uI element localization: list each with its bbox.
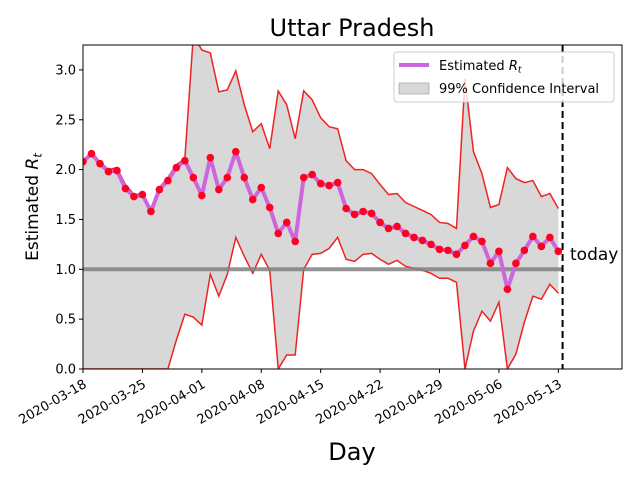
legend: Estimated Rt 99% Confidence Interval <box>393 51 615 103</box>
estimate-point <box>282 218 291 227</box>
legend-ci-swatch <box>398 82 430 95</box>
estimate-point <box>223 173 232 182</box>
y-tick-label: 1.0 <box>55 263 76 278</box>
y-tick-label: 1.5 <box>55 213 76 228</box>
estimate-point <box>291 237 300 246</box>
estimate-point <box>113 166 121 175</box>
estimate-point <box>316 179 325 188</box>
confidence-band <box>83 45 559 369</box>
today-label: today <box>570 245 618 265</box>
estimate-point <box>121 184 130 193</box>
estimate-point <box>333 178 342 187</box>
estimate-point <box>172 163 181 172</box>
estimate-point <box>537 242 546 251</box>
estimate-point <box>265 203 274 212</box>
estimate-point <box>401 229 410 238</box>
estimate-point <box>495 247 503 256</box>
estimate-point <box>427 240 435 249</box>
estimate-point <box>274 229 283 238</box>
estimate-point <box>206 153 215 162</box>
estimate-point <box>83 157 87 166</box>
estimate-point <box>461 241 469 250</box>
estimate-point <box>444 246 452 255</box>
estimate-point <box>520 246 529 255</box>
estimate-point <box>342 204 350 213</box>
estimate-point <box>325 181 333 190</box>
x-axis-label: Day <box>328 438 375 466</box>
estimate-point <box>486 259 495 268</box>
estimate-point <box>96 159 104 168</box>
estimate-point <box>308 170 316 179</box>
plot-layer <box>83 45 563 369</box>
estimate-point <box>452 250 461 259</box>
estimate-point <box>164 176 172 185</box>
estimate-point <box>435 245 444 254</box>
estimate-point <box>155 185 164 194</box>
y-axis-label: Estimated Rt <box>23 152 45 261</box>
estimate-point <box>350 210 359 219</box>
estimate-point <box>231 147 240 156</box>
estimate-point <box>181 156 189 165</box>
estimate-point <box>104 167 113 176</box>
estimate-point <box>130 192 138 201</box>
y-tick-label: 0.0 <box>55 363 76 378</box>
y-tick-label: 0.5 <box>55 313 76 328</box>
estimate-point <box>546 233 554 242</box>
estimate-point <box>240 173 249 182</box>
x-tick-label: 2020-05-13 <box>492 377 565 428</box>
legend-estimate-label: Estimated Rt <box>439 59 522 76</box>
estimate-point <box>469 232 478 241</box>
estimate-point <box>189 173 198 182</box>
estimate-point <box>410 233 418 242</box>
estimate-point <box>198 191 206 200</box>
estimate-point <box>393 222 401 231</box>
estimate-point <box>215 185 223 194</box>
legend-ci-label: 99% Confidence Interval <box>439 82 599 97</box>
estimate-point <box>87 149 96 158</box>
y-tick-label: 2.5 <box>55 113 76 128</box>
estimate-point <box>529 232 537 241</box>
y-tick-label: 3.0 <box>55 63 76 78</box>
estimate-point <box>299 173 308 182</box>
y-tick-label: 2.0 <box>55 163 76 178</box>
estimate-point <box>376 218 384 227</box>
estimate-point <box>359 207 367 216</box>
estimate-point <box>418 236 427 245</box>
estimate-point <box>503 285 512 294</box>
estimate-point <box>367 209 376 218</box>
chart-title: Uttar Pradesh <box>270 14 435 42</box>
estimate-point <box>554 247 563 256</box>
estimate-point <box>512 259 520 268</box>
plot-frame <box>82 44 623 370</box>
estimate-point <box>138 190 147 199</box>
ci-lower-line <box>83 235 559 369</box>
estimate-point <box>384 224 393 233</box>
estimate-point <box>147 207 155 216</box>
legend-box <box>393 51 615 103</box>
estimate-point <box>478 237 486 246</box>
estimate-point <box>248 195 257 204</box>
estimate-point <box>257 183 266 192</box>
